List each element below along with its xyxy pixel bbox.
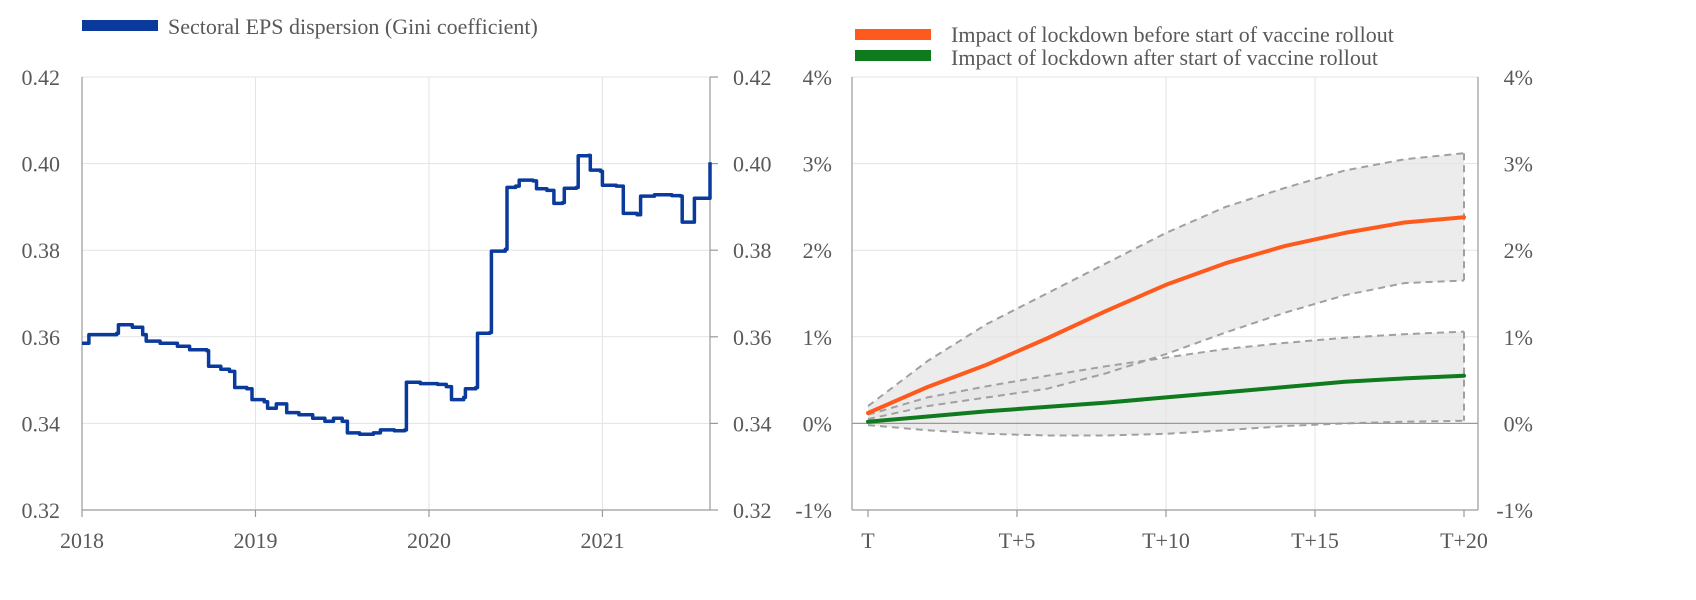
legend-label-before-vaccine: Impact of lockdown before start of vacci… [951,22,1394,47]
right-y-tick-label: 0.36 [733,325,772,350]
confidence-band-1-lower-edge [867,279,1465,421]
left-y-tick-label: 0.32 [22,498,61,523]
series-line-after-vaccine [866,373,1466,424]
right-y-tick-label: 3% [1504,152,1533,177]
series-line-before-vaccine [866,215,1466,415]
left-y-tick-label: 2% [803,238,832,263]
series-line-eps-dispersion [82,153,712,436]
legend-label-eps-dispersion: Sectoral EPS dispersion (Gini coefficien… [168,14,538,39]
x-tick-label: T [861,528,875,553]
x-tick-label: T+10 [1142,528,1190,553]
x-tick-label: 2019 [233,528,277,553]
left-y-tick-label: 0.42 [22,65,61,90]
confidence-band-1-upper-edge [867,152,1465,407]
right-y-tick-label: 0.32 [733,498,772,523]
right-y-tick-label: 4% [1504,65,1533,90]
left-y-tick-label: 3% [803,152,832,177]
left-y-tick-label: 0.38 [22,238,61,263]
x-tick-label: 2020 [407,528,451,553]
legend-swatch-eps-dispersion [82,20,158,31]
right-y-tick-label: 0.42 [733,65,772,90]
x-tick-label: T+5 [999,528,1036,553]
x-tick-label: 2018 [60,528,104,553]
left-y-tick-label: -1% [795,498,832,523]
confidence-band-2-upper-edge [867,330,1465,416]
x-tick-label: T+20 [1440,528,1488,553]
x-tick-label: 2021 [580,528,624,553]
left-y-tick-label: 0.36 [22,325,61,350]
left-y-tick-label: 1% [803,325,832,350]
right-y-tick-label: -1% [1496,498,1533,523]
right-y-tick-label: 0.38 [733,238,772,263]
x-tick-label: T+15 [1291,528,1339,553]
left-y-tick-label: 0.40 [22,152,61,177]
legend-swatch-before-vaccine [855,29,931,40]
right-y-tick-label: 0.34 [733,411,772,436]
left-chart-panel: 0.32 0.32 0.34 0.34 0.36 0.36 0.38 0.38 0.40 0.40… [22,14,772,553]
right-chart-panel: -1% -1% 0% 0% 1% 1% 2% 2% 3% 3% 4% 4% T T+5 T+10 T+15 T+… [795,22,1533,553]
right-y-tick-label: 0.40 [733,152,772,177]
left-y-tick-label: 0% [803,411,832,436]
right-y-tick-label: 2% [1504,238,1533,263]
left-y-tick-label: 0.34 [22,411,61,436]
legend-label-after-vaccine: Impact of lockdown after start of vaccin… [951,45,1378,70]
right-y-tick-label: 0% [1504,411,1533,436]
left-y-tick-label: 4% [803,65,832,90]
legend-swatch-after-vaccine [855,50,931,61]
right-y-tick-label: 1% [1504,325,1533,350]
